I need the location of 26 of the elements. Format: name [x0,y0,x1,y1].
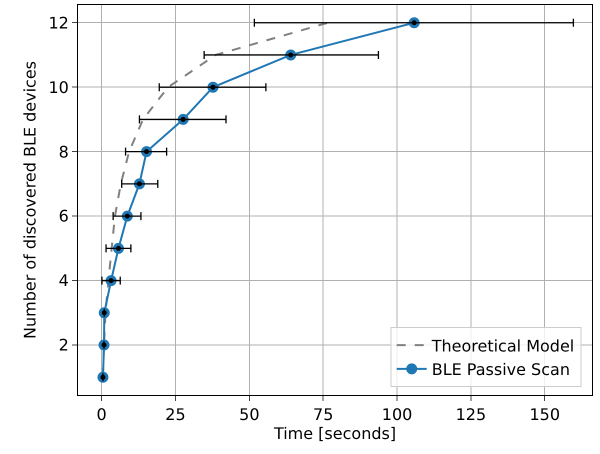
legend-label: Theoretical Model [430,336,574,356]
point [141,146,152,158]
point [134,178,145,190]
y-tick-label: 10 [48,78,69,97]
point [408,17,420,28]
legend-label: BLE Passive Scan [432,360,570,380]
y-tick-label: 4 [58,271,69,290]
x-tick-label: 0 [96,405,107,424]
y-tick-label: 8 [58,142,69,162]
point [178,114,189,125]
point [208,82,218,93]
y-tick-label: 6 [58,206,69,226]
x-tick-label: 125 [456,405,486,424]
point [106,275,117,286]
y-axis-title: Number of discovered BLE devices [20,61,40,339]
x-tick-label: 100 [382,405,412,424]
point [122,210,133,222]
x-tick-label: 50 [239,405,260,424]
y-tick-label: 2 [58,336,69,355]
point [285,49,296,60]
point [112,242,124,254]
x-axis-title: Time [seconds] [272,424,396,444]
x-tick-label: 150 [529,405,560,424]
y-tick-label: 12 [48,13,69,32]
x-tick-label: 25 [165,405,186,424]
x-tick-label: 75 [313,405,334,424]
